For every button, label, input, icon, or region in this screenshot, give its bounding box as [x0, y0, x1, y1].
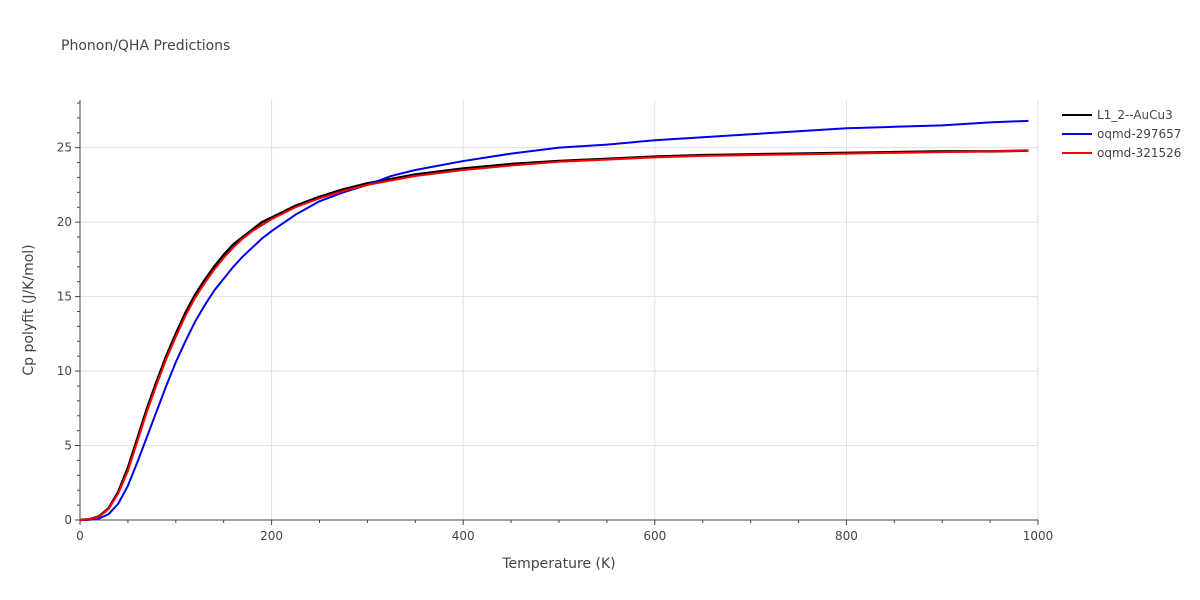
- y-tick-label: 10: [57, 364, 72, 378]
- x-tick-label: 800: [835, 529, 858, 543]
- x-axis-title: Temperature (K): [501, 556, 615, 572]
- y-tick-label: 20: [57, 215, 72, 229]
- plot-area: [79, 119, 1029, 522]
- x-tick-label: 200: [260, 529, 283, 543]
- series-line-1: [79, 149, 1029, 522]
- axes: 0 200 400 600 800 1000 0 5 10 15 20 25: [57, 100, 1054, 543]
- legend-label: L1_2--AuCu3: [1097, 108, 1173, 122]
- series-line-3: [79, 149, 1029, 521]
- x-tick-label: 400: [452, 529, 475, 543]
- legend-label: oqmd-321526: [1097, 146, 1181, 160]
- y-tick-label: 0: [64, 513, 72, 527]
- y-tick-label: 5: [64, 439, 72, 453]
- grid: [80, 100, 1039, 520]
- x-tick-label: 1000: [1023, 529, 1054, 543]
- y-axis-title: Cp polyfit (J/K/mol): [21, 244, 37, 375]
- y-tick-label: 25: [57, 141, 72, 155]
- x-tick-label: 600: [643, 529, 666, 543]
- chart-title: Phonon/QHA Predictions: [61, 38, 230, 54]
- legend-label: oqmd-297657: [1097, 127, 1181, 141]
- y-tick-label: 15: [57, 290, 72, 304]
- x-tick-label: 0: [76, 529, 84, 543]
- series-line-2: [79, 119, 1029, 521]
- legend: L1_2--AuCu3 oqmd-297657 oqmd-321526: [1062, 108, 1181, 160]
